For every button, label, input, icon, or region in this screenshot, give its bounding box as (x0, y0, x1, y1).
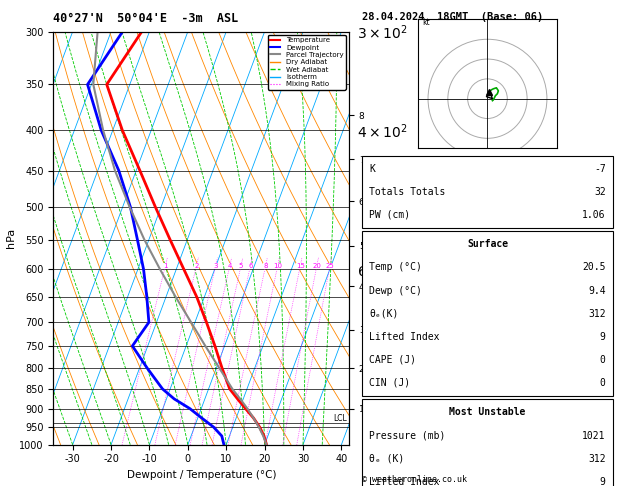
Text: 9: 9 (600, 477, 606, 486)
Text: 25: 25 (326, 263, 334, 269)
Text: CIN (J): CIN (J) (369, 378, 410, 388)
Text: 2: 2 (194, 263, 199, 269)
Text: Surface: Surface (467, 240, 508, 249)
Text: 40°27'N  50°04'E  -3m  ASL: 40°27'N 50°04'E -3m ASL (53, 12, 239, 25)
X-axis label: Dewpoint / Temperature (°C): Dewpoint / Temperature (°C) (126, 470, 276, 480)
Text: 1: 1 (163, 263, 167, 269)
Legend: Temperature, Dewpoint, Parcel Trajectory, Dry Adiabat, Wet Adiabat, Isotherm, Mi: Temperature, Dewpoint, Parcel Trajectory… (268, 35, 345, 89)
Text: 4: 4 (228, 263, 232, 269)
Text: Dewp (°C): Dewp (°C) (369, 286, 422, 295)
Text: 20.5: 20.5 (582, 262, 606, 273)
Text: Lifted Index: Lifted Index (369, 332, 440, 342)
Text: 9.4: 9.4 (588, 286, 606, 295)
Text: 0: 0 (600, 355, 606, 365)
Text: 8: 8 (264, 263, 268, 269)
Bar (362, 231, 613, 396)
Text: 3: 3 (213, 263, 218, 269)
Text: Pressure (mb): Pressure (mb) (369, 431, 445, 440)
Text: -7: -7 (594, 164, 606, 174)
Text: θₑ (K): θₑ (K) (369, 453, 404, 464)
Text: 0: 0 (600, 378, 606, 388)
Text: © weatheronline.co.uk: © weatheronline.co.uk (362, 474, 467, 484)
Text: 1021: 1021 (582, 431, 606, 440)
Text: 312: 312 (588, 309, 606, 319)
Text: Totals Totals: Totals Totals (369, 187, 445, 197)
Text: θₑ(K): θₑ(K) (369, 309, 399, 319)
Bar (362, 156, 613, 228)
Text: 6: 6 (248, 263, 253, 269)
Text: LCL: LCL (333, 415, 347, 423)
Y-axis label: hPa: hPa (6, 228, 16, 248)
Text: Temp (°C): Temp (°C) (369, 262, 422, 273)
Text: K: K (369, 164, 375, 174)
Text: PW (cm): PW (cm) (369, 210, 410, 220)
Text: Most Unstable: Most Unstable (449, 407, 526, 417)
Bar (362, 399, 613, 486)
Text: 28.04.2024  18GMT  (Base: 06): 28.04.2024 18GMT (Base: 06) (362, 12, 543, 22)
Text: Lifted Index: Lifted Index (369, 477, 440, 486)
Text: 312: 312 (588, 453, 606, 464)
Text: 9: 9 (600, 332, 606, 342)
Text: CAPE (J): CAPE (J) (369, 355, 416, 365)
Text: 20: 20 (313, 263, 321, 269)
Text: 15: 15 (296, 263, 304, 269)
Text: kt: kt (422, 18, 430, 27)
Text: 1.06: 1.06 (582, 210, 606, 220)
Text: 32: 32 (594, 187, 606, 197)
Text: 10: 10 (273, 263, 282, 269)
Text: 5: 5 (239, 263, 243, 269)
Y-axis label: km
ASL: km ASL (409, 230, 428, 246)
